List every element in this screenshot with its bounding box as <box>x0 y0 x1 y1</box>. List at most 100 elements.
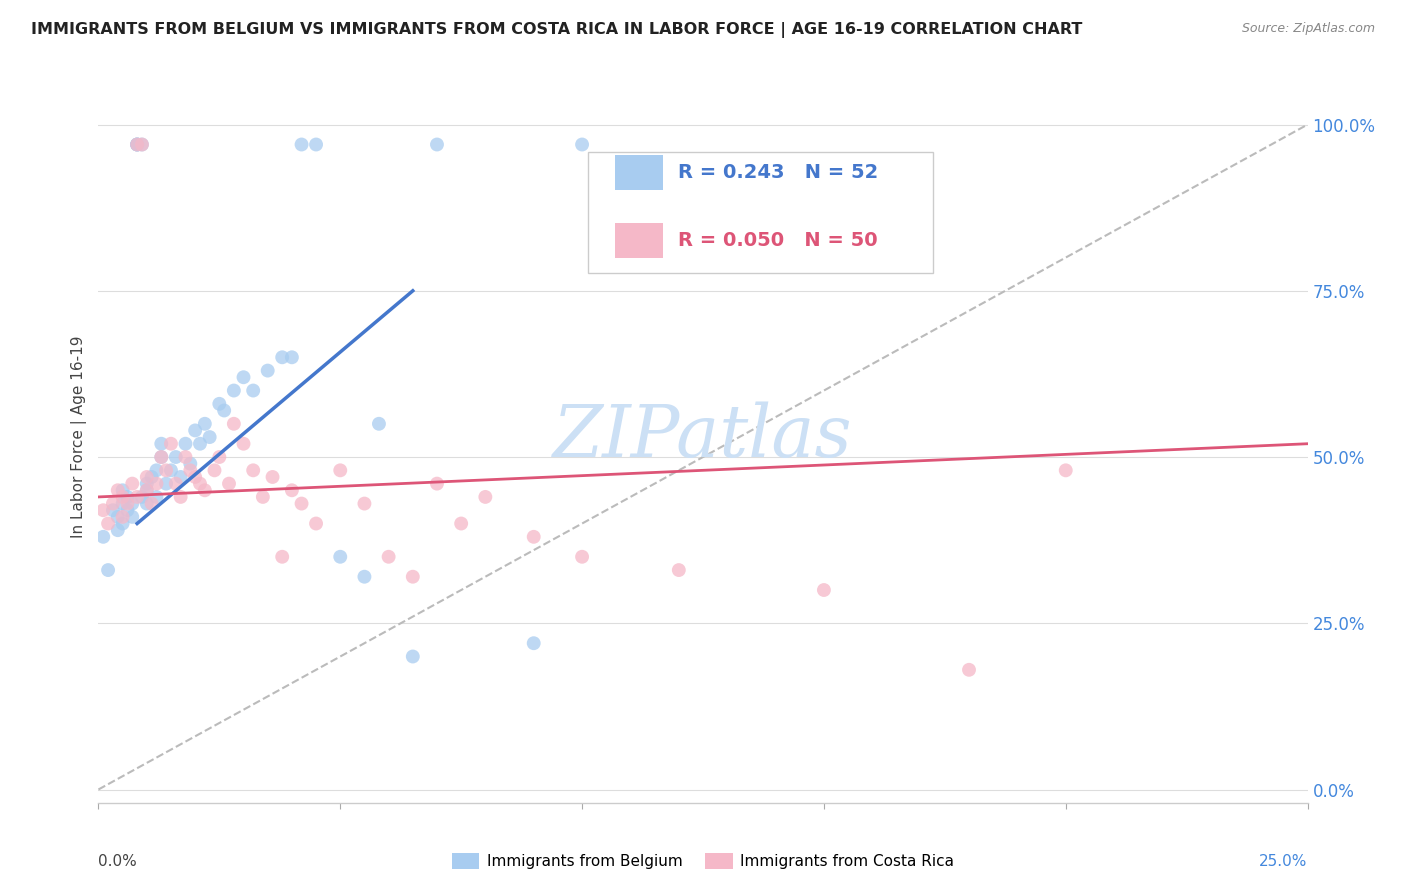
Point <box>145 463 167 477</box>
Point <box>111 497 134 511</box>
Point <box>305 516 328 531</box>
Text: 25.0%: 25.0% <box>1260 854 1308 869</box>
Text: 0.0%: 0.0% <box>98 854 138 869</box>
Point <box>198 430 221 444</box>
Point <box>160 463 183 477</box>
Point <box>188 476 211 491</box>
Point <box>232 370 254 384</box>
Point <box>204 463 226 477</box>
Point <box>165 476 187 491</box>
Point <box>256 363 278 377</box>
Point <box>281 351 304 365</box>
Point <box>131 137 153 152</box>
Point <box>165 450 187 464</box>
Point <box>218 476 240 491</box>
Point <box>813 582 835 597</box>
Point <box>523 636 546 650</box>
FancyBboxPatch shape <box>614 154 664 190</box>
Point <box>155 463 177 477</box>
Point <box>117 503 139 517</box>
Point <box>101 503 124 517</box>
Point <box>145 490 167 504</box>
Point <box>127 137 149 152</box>
Point <box>121 476 143 491</box>
Point <box>262 470 284 484</box>
FancyBboxPatch shape <box>588 152 932 273</box>
Point <box>184 424 207 438</box>
Point <box>194 417 217 431</box>
Point <box>135 476 157 491</box>
Point <box>208 397 231 411</box>
Point <box>353 497 375 511</box>
Point <box>188 436 211 450</box>
Point <box>117 490 139 504</box>
Point <box>127 137 149 152</box>
Point <box>155 476 177 491</box>
Point <box>91 503 114 517</box>
Point <box>242 463 264 477</box>
Point <box>131 490 153 504</box>
Point <box>107 523 129 537</box>
Point <box>329 463 352 477</box>
Point <box>111 490 134 504</box>
Point <box>145 476 167 491</box>
Point <box>97 516 120 531</box>
Text: R = 0.243   N = 52: R = 0.243 N = 52 <box>678 163 877 182</box>
Point <box>402 649 425 664</box>
Point <box>402 570 425 584</box>
Point <box>101 497 124 511</box>
Point <box>329 549 352 564</box>
Text: ZIPatlas: ZIPatlas <box>553 401 853 473</box>
Point <box>242 384 264 398</box>
Point <box>571 137 593 152</box>
Point <box>174 436 197 450</box>
Point <box>127 137 149 152</box>
Point <box>290 137 312 152</box>
Point <box>117 497 139 511</box>
Text: IMMIGRANTS FROM BELGIUM VS IMMIGRANTS FROM COSTA RICA IN LABOR FORCE | AGE 16-19: IMMIGRANTS FROM BELGIUM VS IMMIGRANTS FR… <box>31 22 1083 38</box>
Point <box>271 549 294 564</box>
Point <box>957 663 980 677</box>
Point <box>150 436 173 450</box>
Point <box>135 483 157 498</box>
Point <box>474 490 496 504</box>
Point <box>160 436 183 450</box>
Point <box>179 463 201 477</box>
Point <box>368 417 391 431</box>
Point <box>184 470 207 484</box>
Point <box>353 570 375 584</box>
Point <box>97 563 120 577</box>
Point <box>222 384 245 398</box>
Point <box>426 476 449 491</box>
Point <box>281 483 304 498</box>
Point <box>174 450 197 464</box>
Point <box>571 549 593 564</box>
Point <box>194 483 217 498</box>
Point <box>232 436 254 450</box>
Text: Source: ZipAtlas.com: Source: ZipAtlas.com <box>1241 22 1375 36</box>
Point <box>121 497 143 511</box>
Point <box>169 490 191 504</box>
Point <box>135 497 157 511</box>
Point <box>135 483 157 498</box>
Point <box>290 497 312 511</box>
Point <box>169 470 191 484</box>
Point <box>127 490 149 504</box>
Point <box>150 450 173 464</box>
Point <box>305 137 328 152</box>
Point <box>208 450 231 464</box>
Point <box>141 470 163 484</box>
Point <box>668 563 690 577</box>
Point <box>111 483 134 498</box>
Point <box>135 470 157 484</box>
Point <box>450 516 472 531</box>
Point <box>426 137 449 152</box>
Point <box>377 549 399 564</box>
Point <box>523 530 546 544</box>
Point <box>252 490 274 504</box>
Point <box>107 509 129 524</box>
Point <box>222 417 245 431</box>
Point <box>179 457 201 471</box>
Point <box>127 137 149 152</box>
Point <box>131 137 153 152</box>
